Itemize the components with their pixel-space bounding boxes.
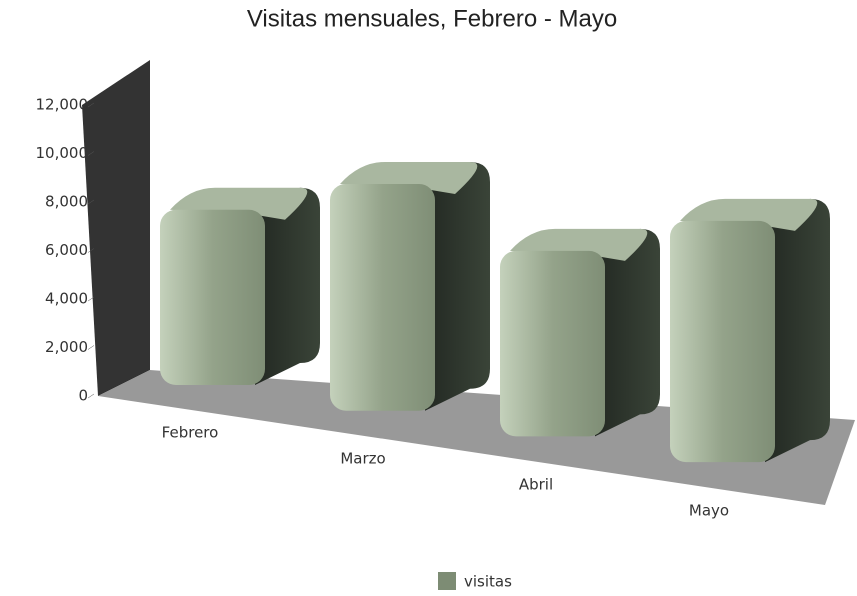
bar: [500, 250, 605, 437]
bar: [670, 220, 775, 463]
back-wall: [82, 60, 150, 396]
x-tick-label: Marzo: [340, 450, 385, 468]
y-tick-label: 4,000: [45, 290, 88, 308]
legend-label: visitas: [464, 573, 512, 591]
y-tick-label: 6,000: [45, 241, 88, 259]
x-tick-label: Abril: [519, 476, 553, 494]
bar-side: [595, 228, 660, 437]
bar: [330, 183, 435, 411]
y-tick-label: 8,000: [45, 193, 88, 211]
chart-title: Visitas mensuales, Febrero - Mayo: [247, 5, 617, 32]
tick-mark: [87, 248, 95, 253]
y-tick-label: 2,000: [45, 338, 88, 356]
tick-mark: [87, 345, 95, 350]
bar-side: [425, 161, 490, 411]
y-tick-label: 10,000: [36, 144, 89, 162]
bar: [160, 209, 265, 385]
legend-swatch: [438, 572, 456, 590]
tick-mark: [87, 102, 95, 108]
tick-mark: [87, 296, 95, 302]
y-tick-label: 12,000: [36, 96, 89, 114]
y-tick-label: 0: [78, 387, 88, 405]
bar-side: [255, 187, 320, 385]
tick-mark: [87, 151, 95, 156]
tick-mark: [87, 199, 95, 205]
bar-side: [765, 198, 830, 463]
x-tick-label: Febrero: [162, 424, 219, 442]
floor: [98, 370, 855, 505]
tick-mark: [87, 393, 95, 399]
x-tick-label: Mayo: [689, 502, 729, 520]
